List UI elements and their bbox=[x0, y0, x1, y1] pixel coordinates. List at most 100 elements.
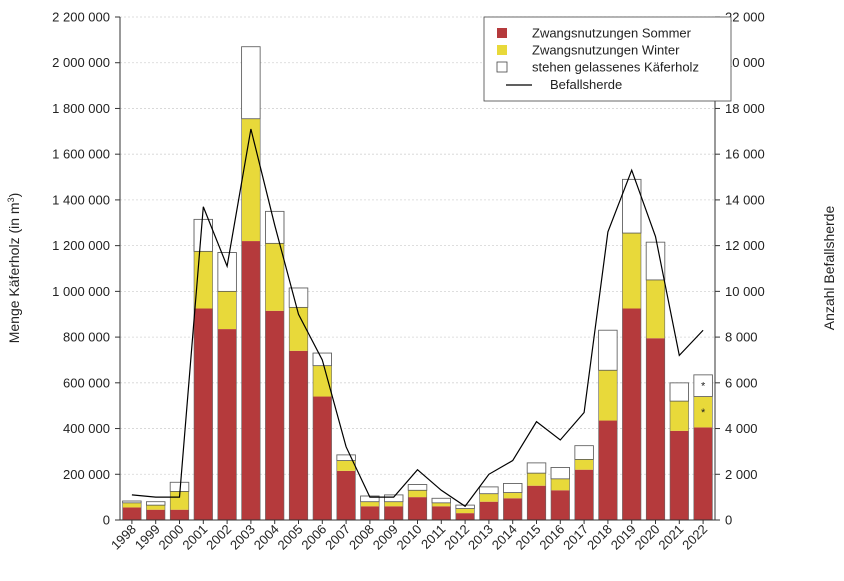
bar-summer-2017 bbox=[574, 469, 594, 520]
x-tick-label: 2001 bbox=[179, 522, 210, 553]
bar-summer-2004 bbox=[265, 310, 284, 520]
bar-summer-2020 bbox=[646, 338, 665, 520]
x-tick-label: 2011 bbox=[418, 522, 448, 552]
legend: Zwangsnutzungen Sommer Zwangsnutzungen Wi… bbox=[483, 16, 732, 102]
legend-swatch-2 bbox=[496, 61, 508, 73]
bar-standing-2015 bbox=[526, 462, 547, 474]
bar-standing-2003 bbox=[241, 46, 261, 120]
bar-winter-2002 bbox=[217, 291, 237, 330]
bar-summer-2008 bbox=[360, 506, 380, 520]
bar-winter-2015 bbox=[527, 473, 546, 486]
bar-standing-2014 bbox=[503, 483, 523, 493]
x-tick-label: 2009 bbox=[370, 522, 401, 553]
x-tick-label: 1999 bbox=[132, 522, 163, 553]
y-tick-label-right: 2 000 bbox=[725, 467, 758, 482]
y-tick-label-left: 2 000 000 bbox=[52, 55, 110, 70]
bar-winter-2011 bbox=[432, 502, 451, 507]
x-tick-label: 2017 bbox=[560, 522, 591, 553]
bar-winter-2018 bbox=[598, 370, 618, 421]
y-tick-label-right: 20 000 bbox=[725, 55, 765, 70]
y-axis-title-right: Anzahl Befallsherde bbox=[821, 206, 837, 331]
bar-summer-2019 bbox=[622, 308, 641, 520]
gridlines bbox=[120, 16, 715, 475]
bar-winter-2009 bbox=[384, 501, 403, 507]
y-tick-label-left: 800 000 bbox=[63, 330, 110, 345]
y-tick-label-left: 400 000 bbox=[63, 421, 110, 436]
bar-summer-2006 bbox=[313, 396, 332, 520]
y-tick-label-right: 12 000 bbox=[725, 238, 765, 253]
bar-summer-2007 bbox=[336, 470, 356, 520]
bar-summer-2012 bbox=[455, 513, 475, 520]
legend-label-2: stehen gelassenes Käferholz bbox=[532, 60, 699, 75]
bar-winter-2014 bbox=[503, 492, 522, 499]
bar-standing-2013 bbox=[479, 486, 499, 495]
y-tick-label-right: 4 000 bbox=[725, 421, 758, 436]
bar-standing-2021 bbox=[669, 382, 689, 402]
x-tick-label: 2005 bbox=[275, 522, 306, 553]
y-tick-label-left: 1 000 000 bbox=[52, 284, 110, 299]
bar-winter-1998 bbox=[122, 502, 142, 508]
bar-standing-2020 bbox=[645, 241, 666, 281]
x-tick-label: 2008 bbox=[346, 522, 377, 553]
bar-summer-2015 bbox=[527, 485, 546, 520]
y-tick-label-right: 6 000 bbox=[725, 375, 758, 390]
x-tick-label: 2020 bbox=[632, 522, 663, 553]
y-tick-label-left: 1 200 000 bbox=[52, 238, 110, 253]
bar-winter-2010 bbox=[408, 490, 427, 498]
annotation-star: * bbox=[701, 407, 706, 419]
y-tick-label-right: 0 bbox=[725, 513, 732, 528]
legend-box bbox=[483, 16, 732, 102]
bar-summer-2003 bbox=[241, 241, 261, 520]
bar-winter-2012 bbox=[455, 508, 475, 514]
x-tick-label: 2004 bbox=[251, 522, 282, 553]
bar-summer-2011 bbox=[432, 506, 451, 520]
x-tick-label: 2022 bbox=[679, 522, 710, 553]
y-tick-label-left: 0 bbox=[103, 513, 110, 528]
bar-standing-2016 bbox=[550, 467, 570, 480]
legend-swatch-0 bbox=[497, 28, 507, 38]
bar-summer-2009 bbox=[384, 506, 403, 520]
y-tick-label-right: 8 000 bbox=[725, 330, 758, 345]
x-tick-label: 2003 bbox=[227, 522, 258, 553]
x-tick-label: 2016 bbox=[536, 522, 567, 553]
legend-label-3: Befallsherde bbox=[550, 77, 622, 92]
bar-summer-2021 bbox=[670, 430, 689, 520]
legend-swatch-1 bbox=[497, 45, 507, 55]
bar-summer-2005 bbox=[289, 350, 308, 520]
bar-winter-2007 bbox=[336, 460, 356, 471]
y-tick-label-left: 1 600 000 bbox=[52, 147, 110, 162]
bar-standing-2018 bbox=[598, 329, 618, 371]
bar-winter-2022 bbox=[693, 396, 713, 428]
y-axis-title-sup: 3 bbox=[6, 197, 16, 202]
y-tick-label-left: 600 000 bbox=[63, 375, 110, 390]
stacked-bars: ** bbox=[122, 46, 713, 521]
bar-summer-1999 bbox=[146, 509, 165, 520]
y-tick-label-right: 14 000 bbox=[725, 192, 765, 207]
x-tick-label: 2012 bbox=[441, 522, 472, 553]
bar-winter-2019 bbox=[622, 233, 641, 309]
y-tick-label-right: 10 000 bbox=[725, 284, 765, 299]
x-tick-label: 2021 bbox=[655, 522, 686, 553]
y-tick-label-right: 22 000 bbox=[725, 10, 765, 25]
bar-summer-2000 bbox=[170, 509, 189, 520]
befallsherde-line bbox=[131, 128, 704, 508]
bar-summer-1998 bbox=[122, 507, 142, 520]
bar-summer-2013 bbox=[479, 501, 499, 520]
bar-standing-2002 bbox=[217, 252, 237, 292]
bar-winter-2021 bbox=[670, 401, 689, 431]
annotation-star: * bbox=[701, 381, 706, 393]
x-tick-label: 2014 bbox=[489, 522, 520, 553]
x-tick-label: 2013 bbox=[465, 522, 496, 553]
bar-summer-2010 bbox=[408, 497, 427, 520]
bar-winter-2003 bbox=[241, 118, 261, 242]
bar-summer-2018 bbox=[598, 420, 618, 520]
x-tick-label: 2018 bbox=[584, 522, 615, 553]
x-tick-label: 1998 bbox=[108, 522, 139, 553]
bar-summer-2001 bbox=[194, 308, 213, 520]
bar-winter-2017 bbox=[574, 459, 594, 470]
x-tick-label: 2007 bbox=[322, 522, 353, 553]
x-tick-label: 2000 bbox=[156, 522, 187, 553]
bar-standing-2011 bbox=[431, 497, 451, 504]
